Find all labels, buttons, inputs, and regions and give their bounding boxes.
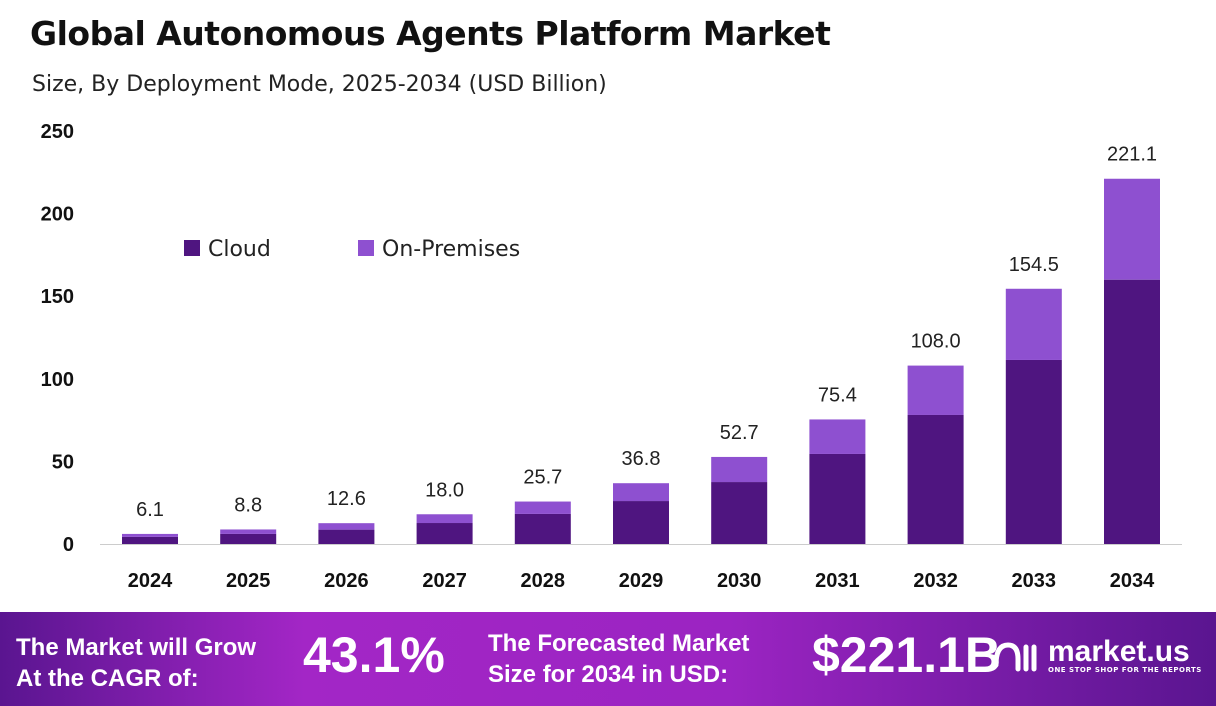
x-tick-label: 2028 (521, 570, 566, 592)
cagr-label-line: The Market will Grow (16, 634, 257, 661)
y-tick-label: 250 (41, 121, 74, 143)
bar-cloud-2031 (809, 453, 866, 544)
x-tick-label: 2026 (324, 570, 369, 592)
bar-on-premises-2034 (1104, 178, 1160, 280)
x-tick-label: 2024 (128, 570, 173, 592)
bar-on-premises-2024 (122, 533, 178, 537)
bar-cloud-2033 (1005, 359, 1062, 544)
bar-on-premises-2028 (514, 501, 571, 514)
cagr-value: 43.1% (303, 627, 445, 683)
logo-mark-icon (993, 642, 1037, 672)
forecast-label: The Forecasted Market Size for 2034 in US… (488, 628, 749, 690)
y-tick-label: 0 (63, 534, 74, 556)
forecast-label-line: The Forecasted Market (488, 630, 750, 657)
x-tick-label: 2029 (619, 570, 664, 592)
data-label: 75.4 (818, 384, 857, 406)
bar-on-premises-2030 (711, 456, 768, 483)
bar-cloud-2032 (907, 414, 964, 544)
bar-on-premises-2027 (416, 514, 473, 524)
data-label: 18.0 (425, 479, 464, 501)
x-tick-label: 2027 (422, 570, 467, 592)
data-label: 221.1 (1107, 144, 1157, 166)
data-label: 36.8 (622, 448, 661, 470)
footer-banner: The Market will Grow At the CAGR of: 43.1… (0, 612, 1216, 706)
bar-on-premises-2029 (613, 483, 669, 502)
legend-label: Cloud (208, 237, 271, 262)
bar-chart: 0 50 100 150 200 250 6.1 2024 8.8 2025 12.6 2026 18.… (41, 121, 1182, 592)
bar-cloud-2030 (711, 482, 768, 544)
forecast-value: $221.1B (812, 627, 1002, 683)
data-label: 108.0 (911, 331, 961, 353)
data-label: 25.7 (523, 467, 562, 489)
forecast-label-line: Size for 2034 in USD: (488, 661, 729, 688)
bar-cloud-2026 (318, 529, 375, 544)
y-tick-label: 150 (41, 286, 74, 308)
legend-label: On-Premises (382, 237, 520, 262)
bar-cloud-2034 (1104, 279, 1160, 544)
x-tick-label: 2033 (1012, 570, 1057, 592)
data-label: 52.7 (720, 422, 759, 444)
bar-cloud-2029 (613, 501, 669, 544)
bar-cloud-2025 (220, 533, 277, 544)
chart-title: Global Autonomous Agents Platform Market (30, 14, 831, 53)
x-tick-label: 2030 (717, 570, 762, 592)
legend-swatch-on-premises (358, 240, 374, 256)
x-tick-label: 2025 (226, 570, 271, 592)
cagr-label-line: At the CAGR of: (16, 665, 199, 692)
bar-cloud-2024 (122, 536, 178, 544)
logo-tagline: ONE STOP SHOP FOR THE REPORTS (1048, 666, 1202, 674)
x-tick-label: 2031 (815, 570, 860, 592)
x-tick-label: 2034 (1110, 570, 1155, 592)
market-us-logo: market.us ONE STOP SHOP FOR THE REPORTS (992, 635, 1202, 674)
x-tick-label: 2032 (913, 570, 958, 592)
legend-swatch-cloud (184, 240, 200, 256)
y-tick-label: 100 (41, 369, 74, 391)
y-tick-label: 50 (52, 451, 74, 473)
bar-on-premises-2032 (907, 365, 964, 415)
bar-on-premises-2033 (1005, 288, 1062, 360)
bar-cloud-2028 (514, 513, 571, 544)
bar-on-premises-2025 (220, 529, 277, 534)
bar-on-premises-2026 (318, 523, 375, 530)
data-label: 154.5 (1009, 254, 1059, 276)
cagr-label: The Market will Grow At the CAGR of: (16, 632, 256, 694)
data-label: 6.1 (136, 499, 164, 521)
data-label: 12.6 (327, 488, 366, 510)
logo-text: market.us (1048, 635, 1190, 668)
data-label: 8.8 (234, 494, 262, 516)
chart-subtitle: Size, By Deployment Mode, 2025-2034 (USD… (32, 72, 607, 97)
bar-on-premises-2031 (809, 419, 866, 454)
y-tick-label: 200 (41, 204, 74, 226)
bar-cloud-2027 (416, 523, 473, 544)
